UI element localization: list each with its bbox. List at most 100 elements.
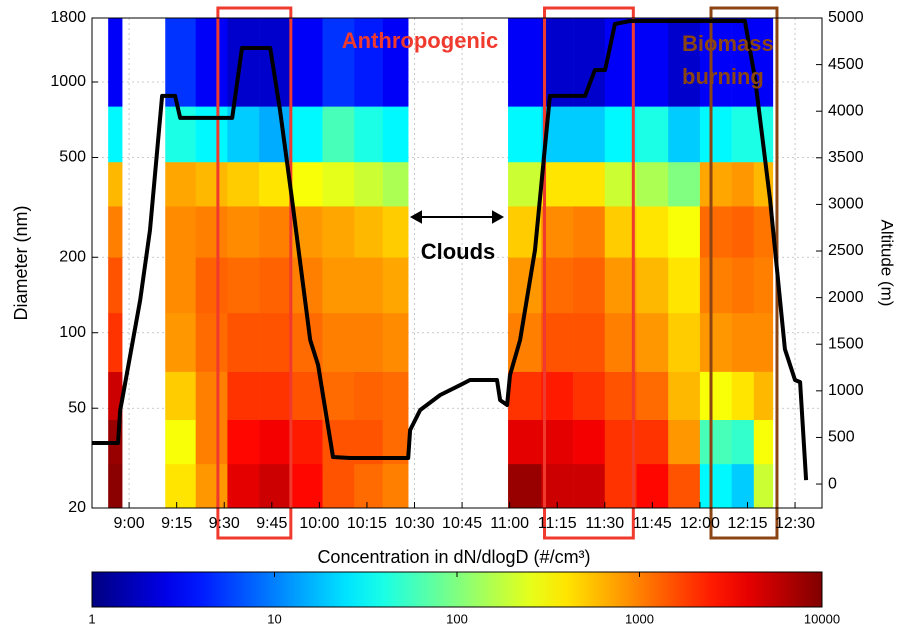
- heatmap-cell: [195, 257, 228, 314]
- heatmap-cell: [699, 161, 732, 207]
- heatmap-cell: [668, 161, 701, 207]
- heatmap-cell: [195, 206, 228, 258]
- heatmap-cell: [636, 371, 669, 420]
- heatmap-cell: [636, 419, 669, 465]
- heatmap-cell: [604, 257, 637, 314]
- heatmap-cell: [668, 371, 701, 420]
- heatmap-cell: [604, 463, 637, 509]
- heatmap-cell: [165, 371, 196, 420]
- heatmap-cell: [165, 161, 196, 207]
- heatmap-cell: [108, 161, 123, 207]
- heatmap-cell: [108, 463, 123, 509]
- heatmap-cell: [290, 419, 323, 465]
- heatmap-cell: [541, 312, 574, 372]
- heatmap-cell: [508, 419, 542, 465]
- y2-tick-label: 3000: [828, 196, 864, 213]
- heatmap-cell: [668, 312, 701, 372]
- heatmap-cell: [731, 257, 755, 314]
- heatmap-cell: [699, 312, 732, 372]
- heatmap-cell: [636, 18, 669, 107]
- y-axis-label: Diameter (nm): [11, 205, 31, 320]
- heatmap-cell: [508, 106, 542, 163]
- heatmap-cell: [322, 106, 355, 163]
- heatmap-cell: [753, 419, 774, 465]
- heatmap-cell: [354, 463, 384, 509]
- heatmap-cell: [354, 18, 384, 107]
- heatmap-cell: [636, 312, 669, 372]
- y-tick-label: 200: [59, 248, 86, 265]
- heatmap-cell: [573, 18, 606, 107]
- colorbar-tick-label: 1: [88, 611, 95, 626]
- heatmap-cell: [731, 206, 755, 258]
- heatmap-cell: [165, 257, 196, 314]
- heatmap-cell: [382, 18, 409, 107]
- heatmap-cell: [636, 106, 669, 163]
- heatmap-cell: [290, 371, 323, 420]
- heatmap-cell: [753, 463, 774, 509]
- y2-tick-label: 0: [828, 475, 837, 492]
- heatmap-cell: [322, 206, 355, 258]
- colorbar: [91, 571, 823, 608]
- colorbar-tick-label: 100: [446, 611, 468, 626]
- heatmap-cell: [195, 312, 228, 372]
- heatmap-cell: [573, 161, 606, 207]
- y2-tick-label: 1500: [828, 335, 864, 352]
- heatmap-cell: [731, 161, 755, 207]
- heatmap-cell: [195, 371, 228, 420]
- heatmap-cell: [731, 371, 755, 420]
- heatmap-cell: [699, 463, 732, 509]
- y-tick-label: 100: [59, 324, 86, 341]
- heatmap-cell: [165, 419, 196, 465]
- annotation: Clouds: [421, 239, 496, 264]
- annotation: burning: [682, 64, 764, 89]
- heatmap-cell: [227, 463, 260, 509]
- heatmap-cell: [227, 371, 260, 420]
- heatmap-cell: [753, 18, 774, 107]
- heatmap-cell: [573, 419, 606, 465]
- heatmap-cell: [322, 463, 355, 509]
- heatmap-cell: [668, 206, 701, 258]
- heatmap-cell: [604, 371, 637, 420]
- heatmap-cell: [541, 206, 574, 258]
- heatmap-cell: [227, 206, 260, 258]
- heatmap-cell: [731, 312, 755, 372]
- heatmap-cell: [382, 463, 409, 509]
- heatmap-cell: [259, 371, 292, 420]
- heatmap-cell: [604, 161, 637, 207]
- heatmap-cell: [354, 257, 384, 314]
- colorbar-tick-label: 10000: [804, 611, 840, 626]
- heatmap-cell: [165, 312, 196, 372]
- y2-tick-label: 2000: [828, 289, 864, 306]
- x-tick-label: 11:15: [538, 515, 577, 532]
- heatmap-cell: [290, 106, 323, 163]
- heatmap-cell: [354, 161, 384, 207]
- heatmap-cell: [731, 463, 755, 509]
- heatmap-cell: [382, 206, 409, 258]
- heatmap-cell: [108, 312, 123, 372]
- y2-tick-label: 4000: [828, 102, 864, 119]
- heatmap-cell: [668, 18, 701, 107]
- heatmap-cell: [322, 18, 355, 107]
- heatmap-cell: [753, 312, 774, 372]
- y2-tick-label: 5000: [828, 9, 864, 26]
- heatmap-cell: [604, 419, 637, 465]
- colorbar-ticks: 1 10 100 1000 10000: [88, 572, 840, 626]
- heatmap-cell: [508, 18, 542, 107]
- heatmap-cell: [322, 161, 355, 207]
- x-tick-label: 12:00: [680, 515, 720, 532]
- heatmap-cell: [541, 161, 574, 207]
- heatmap-cell: [573, 312, 606, 372]
- heatmap-cell: [290, 18, 323, 107]
- y-tick-label: 50: [68, 399, 86, 416]
- heatmap-cell: [259, 257, 292, 314]
- heatmap-cell: [195, 419, 228, 465]
- y-tick-label: 1800: [50, 9, 86, 26]
- heatmap-cell: [259, 206, 292, 258]
- heatmap-cell: [604, 106, 637, 163]
- heatmap-cell: [382, 106, 409, 163]
- heatmap-cell: [227, 161, 260, 207]
- heatmap-cell: [541, 463, 574, 509]
- heatmap-cell: [195, 18, 228, 107]
- heatmap-cell: [354, 312, 384, 372]
- x-tick-label: 9:30: [209, 515, 240, 532]
